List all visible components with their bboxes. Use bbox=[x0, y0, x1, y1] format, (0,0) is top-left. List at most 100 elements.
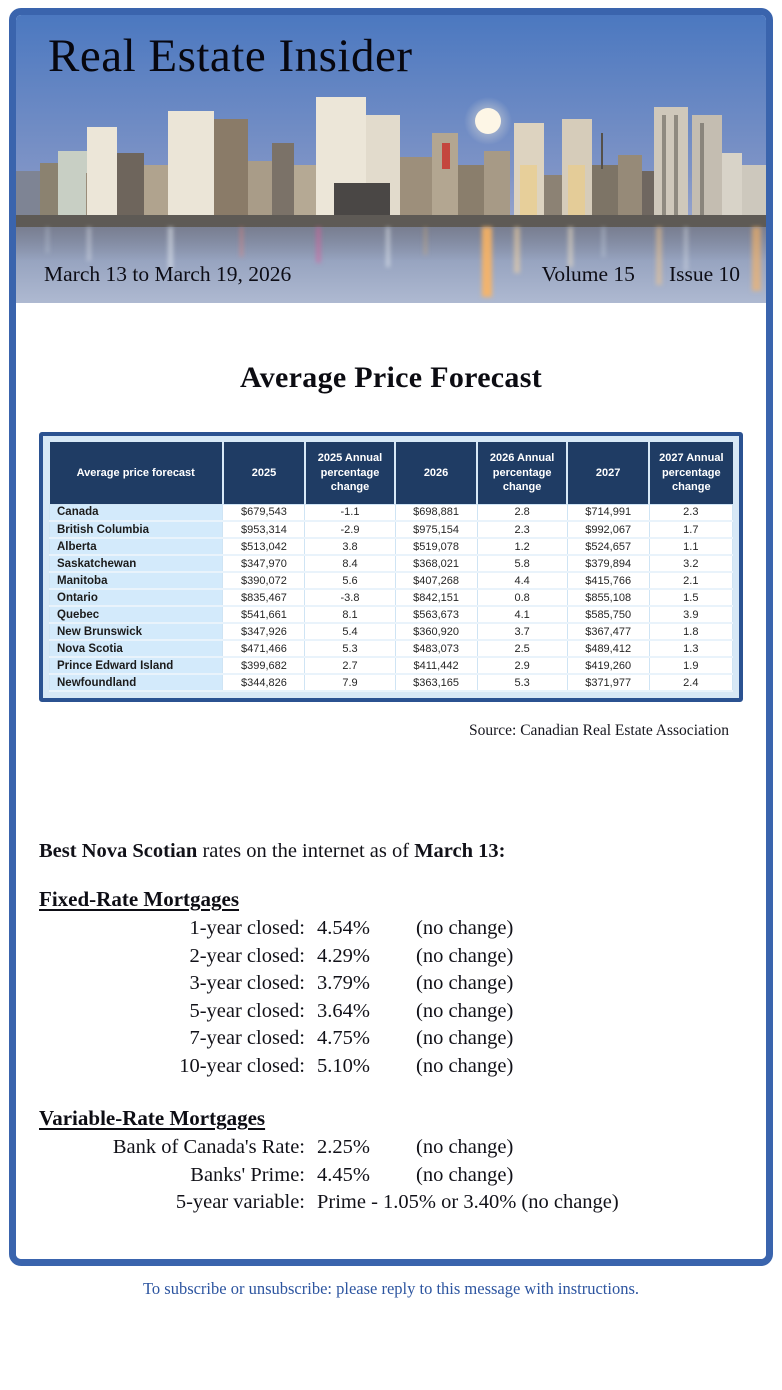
rate-label: 1-year closed: bbox=[189, 917, 305, 939]
rate-value: 4.45% bbox=[317, 1163, 370, 1186]
value-cell: $519,078 bbox=[394, 537, 478, 556]
value-cell: $835,467 bbox=[222, 588, 306, 607]
column-header: 2025 Annual percentage change bbox=[303, 442, 396, 504]
rate-value: 3.64% bbox=[317, 999, 370, 1022]
value-cell: 3.7 bbox=[476, 622, 568, 641]
rate-label: 5-year closed: bbox=[189, 999, 305, 1022]
rate-note: (no change) bbox=[416, 1163, 514, 1186]
value-cell: 1.1 bbox=[648, 537, 734, 556]
source-note: Source: Canadian Real Estate Association bbox=[469, 722, 729, 739]
value-cell: 1.9 bbox=[648, 656, 734, 675]
value-cell: $679,543 bbox=[222, 503, 306, 522]
value-cell: $585,750 bbox=[566, 605, 650, 624]
value-cell: $855,108 bbox=[566, 588, 650, 607]
value-cell: $371,977 bbox=[566, 673, 650, 692]
intro-bold-date: March 13: bbox=[414, 840, 506, 862]
value-cell: 2.1 bbox=[648, 571, 734, 590]
newsletter-title: Real Estate Insider bbox=[48, 30, 413, 82]
masthead: Real Estate Insider March 13 to March 19… bbox=[16, 15, 766, 303]
rate-value: 2.25% bbox=[317, 1136, 370, 1158]
rate-value: 4.54% bbox=[317, 917, 370, 939]
rate-label: 3-year closed: bbox=[189, 972, 305, 994]
value-cell: 4.4 bbox=[476, 571, 568, 590]
value-cell: 7.9 bbox=[304, 673, 396, 692]
column-header: 2026 Annual percentage change bbox=[476, 442, 568, 504]
value-cell: 1.2 bbox=[476, 537, 568, 556]
rate-row: 2-year closed: 4.29% (no change) bbox=[39, 943, 743, 971]
table-row: Saskatchewan $347,970 8.4 $368,021 5.8 $379,8… bbox=[48, 554, 734, 573]
value-cell: 2.9 bbox=[476, 656, 568, 675]
value-cell: -3.8 bbox=[304, 588, 396, 607]
value-cell: $513,042 bbox=[222, 537, 306, 556]
value-cell: 5.3 bbox=[476, 673, 568, 692]
rate-note: (no change) bbox=[416, 1027, 514, 1049]
issue-line: March 13 to March 19, 2026 Volume 15 Iss… bbox=[44, 262, 740, 287]
value-cell: $390,072 bbox=[222, 571, 306, 590]
value-cell: $379,894 bbox=[566, 554, 650, 573]
rate-row: 7-year closed: 4.75% (no change) bbox=[39, 1025, 743, 1053]
section-title: Average Price Forecast bbox=[240, 361, 542, 394]
halifax-skyline-image bbox=[16, 15, 766, 303]
variable-rate-rows: Bank of Canada's Rate: 2.25% (no change) Ba… bbox=[39, 1134, 743, 1217]
rate-note: (no change) bbox=[416, 944, 514, 967]
value-cell: 8.1 bbox=[304, 605, 396, 624]
value-cell: $411,442 bbox=[394, 656, 478, 675]
rate-note: (no change) bbox=[416, 917, 514, 939]
rate-label: Bank of Canada's Rate: bbox=[112, 1136, 305, 1158]
variable-rate-heading: Variable-Rate Mortgages bbox=[39, 1106, 266, 1130]
province-cell: British Columbia bbox=[48, 520, 224, 539]
table-row: Alberta $513,042 3.8 $519,078 1.2 $524,657 1.1 bbox=[48, 537, 734, 556]
rate-note: (no change) bbox=[416, 972, 514, 994]
table-row: British Columbia $953,314 -2.9 $975,154 2.3 $… bbox=[48, 520, 734, 539]
value-cell: 5.6 bbox=[304, 571, 396, 590]
value-cell: 2.7 bbox=[304, 656, 396, 675]
table-row: Canada $679,543 -1.1 $698,881 2.8 $714,991 2.3 bbox=[48, 503, 734, 522]
value-cell: 2.4 bbox=[648, 673, 734, 692]
rate-row: 1-year closed: 4.54% (no change) bbox=[39, 915, 743, 943]
value-cell: $419,260 bbox=[566, 656, 650, 675]
value-cell: $368,021 bbox=[394, 554, 478, 573]
table-row: New Brunswick $347,926 5.4 $360,920 3.7 $367,… bbox=[48, 622, 734, 641]
value-cell: 1.8 bbox=[648, 622, 734, 641]
intro-bold-region: Best Nova Scotian bbox=[39, 840, 198, 862]
value-cell: 3.8 bbox=[304, 537, 396, 556]
rate-note: (no change) bbox=[416, 1054, 514, 1077]
rate-note: (no change) bbox=[416, 999, 514, 1022]
value-cell: 2.5 bbox=[476, 639, 568, 658]
rate-row: 5-year variable: Prime - 1.05% or 3.40% (… bbox=[39, 1189, 743, 1217]
value-cell: $524,657 bbox=[566, 537, 650, 556]
buildings bbox=[16, 97, 766, 227]
value-cell: $842,151 bbox=[394, 588, 478, 607]
value-cell: 3.9 bbox=[648, 605, 734, 624]
rate-row: 10-year closed: 5.10% (no change) bbox=[39, 1053, 743, 1081]
value-cell: $698,881 bbox=[394, 503, 478, 522]
value-cell: 2.3 bbox=[476, 520, 568, 539]
volume-label: Volume 15 bbox=[541, 262, 635, 286]
column-header: 2025 bbox=[221, 442, 305, 504]
value-cell: $347,970 bbox=[222, 554, 306, 573]
rate-value: 3.79% bbox=[317, 972, 370, 994]
value-cell: 1.5 bbox=[648, 588, 734, 607]
rate-value: 4.75% bbox=[317, 1027, 370, 1049]
header-row: Average price forecast 2025 2025 Annual pe… bbox=[49, 442, 733, 504]
value-cell: $415,766 bbox=[566, 571, 650, 590]
column-header: 2027 Annual percentage change bbox=[648, 442, 733, 504]
value-cell: $975,154 bbox=[394, 520, 478, 539]
rates-intro: Best Nova Scotian rates on the internet … bbox=[39, 840, 743, 863]
value-cell: $367,477 bbox=[566, 622, 650, 641]
value-cell: 4.1 bbox=[476, 605, 568, 624]
fixed-rate-section: Fixed-Rate Mortgages 1-year closed: 4.54%… bbox=[39, 887, 743, 1080]
issue-label: Issue 10 bbox=[668, 262, 740, 286]
table-row: Newfoundland $344,826 7.9 $363,165 5.3 $371,9… bbox=[48, 673, 734, 692]
value-cell: $360,920 bbox=[394, 622, 478, 641]
date-range: March 13 to March 19, 2026 bbox=[44, 262, 292, 286]
province-cell: Manitoba bbox=[48, 571, 224, 590]
value-cell: $483,073 bbox=[394, 639, 478, 658]
value-cell: 5.3 bbox=[304, 639, 396, 658]
column-header: 2026 bbox=[394, 442, 478, 504]
table-row: Quebec $541,661 8.1 $563,673 4.1 $585,750 3.9 bbox=[48, 605, 734, 624]
rate-value: Prime - 1.05% or 3.40% (no change) bbox=[317, 1191, 619, 1213]
province-cell: Alberta bbox=[48, 537, 224, 556]
value-cell: 2.8 bbox=[476, 503, 568, 522]
rate-row: 3-year closed: 3.79% (no change) bbox=[39, 970, 743, 998]
